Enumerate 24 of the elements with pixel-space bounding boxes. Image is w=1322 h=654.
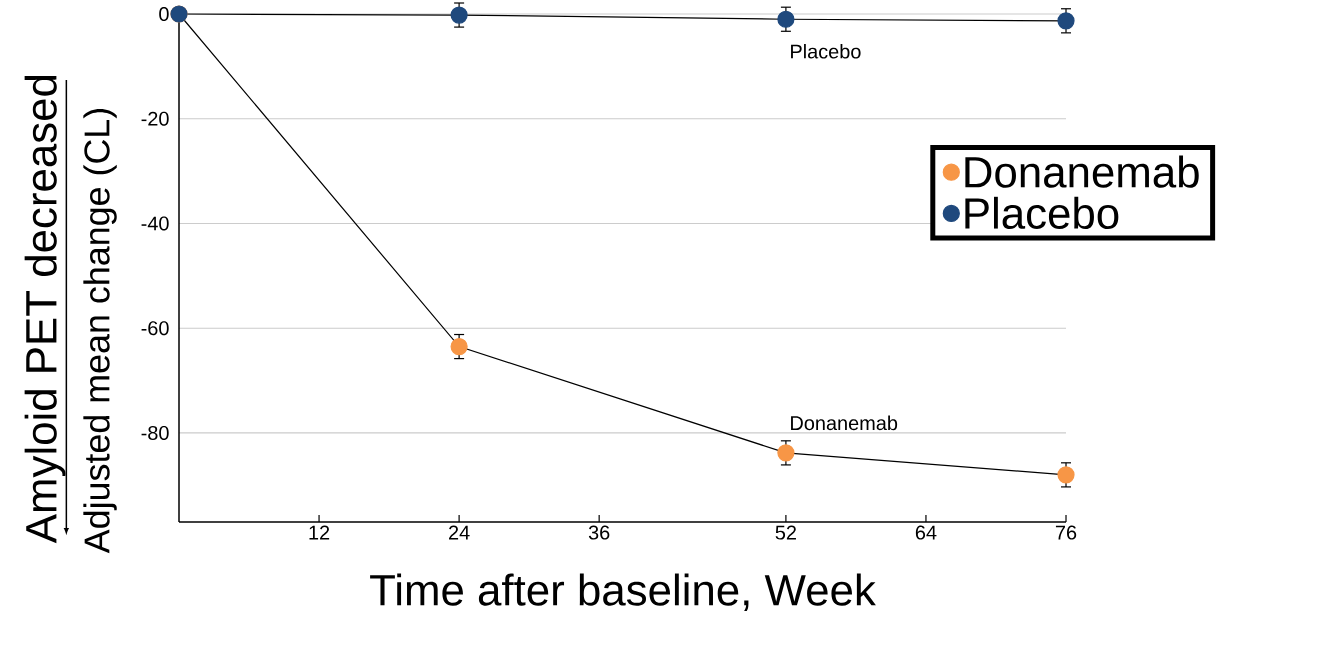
y-tick-label: -40 (141, 216, 169, 231)
x-tick-label: 24 (449, 525, 470, 540)
point (450, 337, 468, 356)
point (777, 10, 795, 28)
y-tick-label: -20 (141, 111, 169, 126)
x-tick-label: 76 (1055, 525, 1077, 540)
text: Amyloid PET decreased (24, 75, 66, 544)
point (450, 6, 468, 24)
point (1057, 12, 1075, 30)
x-axis-title: Time after baseline, Week (370, 573, 876, 611)
x-tick-label: 36 (588, 525, 610, 540)
y-tick-label: -80 (141, 425, 169, 441)
point (1057, 466, 1075, 484)
x-tick-label: 64 (915, 525, 937, 540)
legend-label: Placebo (965, 196, 1119, 229)
y-tick-label: -60 (141, 321, 169, 336)
legend-label: Donanemab (965, 155, 1199, 188)
point (777, 444, 795, 462)
x-tick-label: 52 (775, 525, 796, 540)
y-tick-label: 0 (159, 6, 169, 22)
annotation: Donanemab (791, 415, 898, 431)
x-tick-label: 12 (309, 525, 330, 540)
annotation: Placebo (791, 43, 861, 59)
y-axis-title: Adjusted mean change (CL) (83, 109, 117, 554)
